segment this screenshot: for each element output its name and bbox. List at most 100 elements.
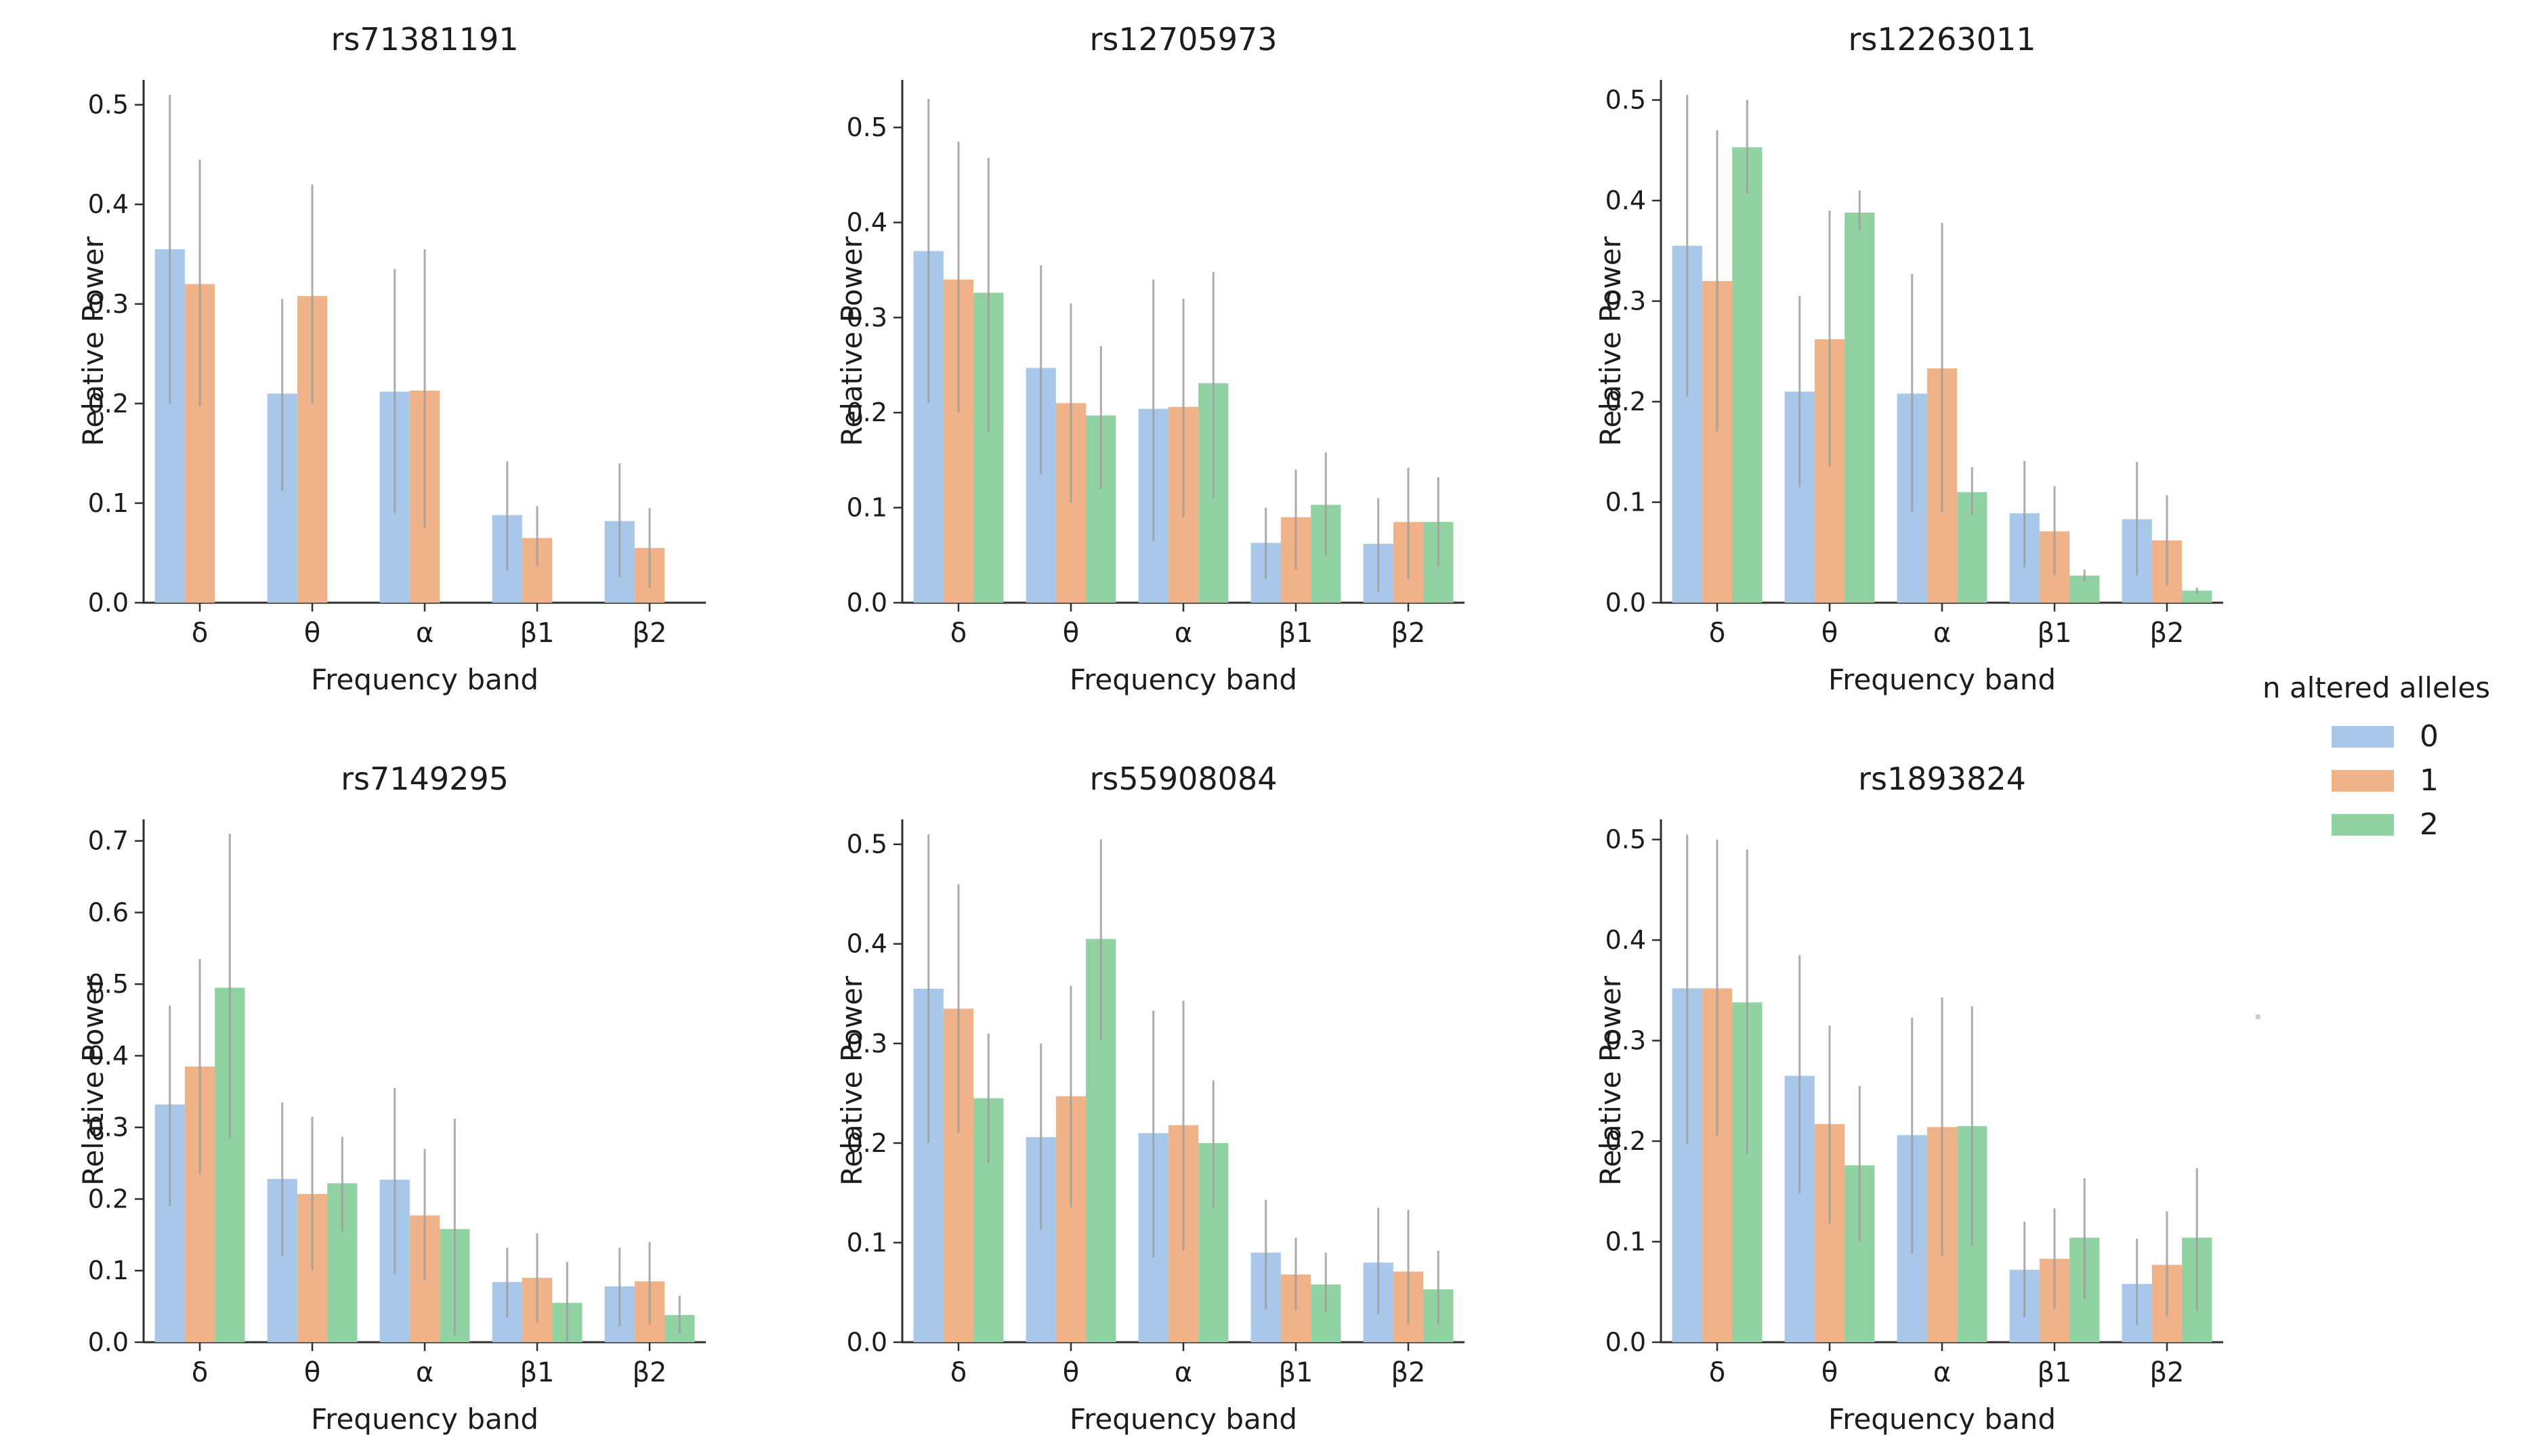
y-tick-label: 0.4 [1605,186,1646,215]
y-tick-label: 0.1 [847,493,887,523]
y-tick-label: 0.7 [88,826,129,856]
y-tick-label: 0.3 [88,1113,129,1142]
chart-subplot-3: rs12263011 Relative Power Frequency band 0.… [1594,21,2223,696]
x-tick-label: β1 [520,1357,555,1388]
x-tick-label: θ [1821,1357,1838,1388]
x-tick-label: β2 [2150,618,2185,649]
chart-subplot-1: rs71381191 Relative Power Frequency band 0.… [77,21,706,696]
y-tick-label: 0.1 [88,488,129,518]
x-axis-label: Frequency band [1070,1403,1297,1436]
y-axis-label: Relative Power [835,975,868,1185]
y-tick-label: 0.2 [1605,387,1646,416]
y-tick-label: 0.0 [88,588,129,618]
x-tick-label: β2 [1391,618,1426,649]
x-tick-label: δ [1709,1357,1725,1388]
x-tick-label: θ [304,1357,320,1388]
x-tick-label: α [1175,618,1192,649]
y-tick-label: 0.3 [1605,1026,1646,1056]
y-tick-label: 0.4 [88,190,129,219]
y-tick-label: 0.4 [1605,925,1646,955]
x-axis-label: Frequency band [1070,663,1297,696]
y-tick-label: 0.3 [88,289,129,319]
x-axis-label: Frequency band [1828,663,2056,696]
y-axis-label: Relative Power [77,975,110,1185]
y-tick-label: 0.0 [1605,588,1646,618]
x-axis-label: Frequency band [311,1403,539,1436]
legend-label-0: 0 [2420,719,2439,754]
legend: n altered alleles 0 1 2 [2262,671,2528,842]
bar-allele2-θ [1845,212,1875,603]
chart-subplot-5: rs55908084 Relative Power Frequency band 0.… [835,761,1465,1436]
x-axis-label: Frequency band [1828,1403,2056,1436]
y-tick-label: 0.5 [88,90,129,120]
subplot-4: rs7149295 Relative Power Frequency band 0.0… [35,745,794,1456]
y-tick-label: 0.0 [1605,1327,1646,1357]
chart-title: rs7149295 [341,761,509,797]
y-tick-label: 0.6 [88,897,129,927]
x-tick-label: β2 [1391,1357,1426,1388]
y-tick-label: 0.3 [847,1029,887,1058]
chart-subplot-4: rs7149295 Relative Power Frequency band 0.0… [77,761,706,1436]
chart-title: rs1893824 [1858,761,2026,797]
y-tick-label: 0.5 [88,969,129,999]
legend-swatch-0 [2332,726,2394,748]
legend-label-2: 2 [2420,807,2439,842]
y-tick-label: 0.2 [847,1128,887,1158]
legend-entry-1: 1 [2262,766,2528,796]
y-tick-label: 0.1 [1605,487,1646,517]
x-tick-label: θ [304,618,320,649]
legend-title: n altered alleles [2262,671,2491,704]
y-tick-label: 0.4 [847,929,887,959]
x-tick-label: θ [1063,618,1079,649]
subplot-1: rs71381191 Relative Power Frequency band 0.… [35,5,794,716]
y-tick-label: 0.0 [88,1327,129,1357]
bar-allele2-β2 [2182,591,2212,603]
y-tick-label: 0.3 [847,303,887,333]
subplot-3: rs12263011 Relative Power Frequency band 0.… [1553,5,2311,716]
x-tick-label: β1 [2038,618,2072,649]
y-tick-label: 0.0 [847,588,887,618]
subplot-2: rs12705973 Relative Power Frequency band 0.… [794,5,1553,716]
y-tick-label: 0.5 [847,830,887,859]
x-tick-label: α [416,1357,434,1388]
legend-swatch-1 [2332,770,2394,792]
subplot-6: rs1893824 Relative Power Frequency band 0.0… [1553,745,2311,1456]
bar-allele2-δ [1732,147,1763,603]
x-tick-label: α [1933,1357,1951,1388]
x-tick-label: β2 [633,1357,667,1388]
x-tick-label: δ [950,618,967,649]
y-tick-label: 0.4 [88,1041,129,1071]
x-tick-label: δ [1709,618,1725,649]
y-axis-label: Relative Power [1594,975,1627,1185]
legend-swatch-2 [2332,814,2394,836]
y-axis-label: Relative Power [77,236,110,446]
x-tick-label: α [1933,618,1951,649]
y-tick-label: 0.3 [1605,286,1646,316]
y-axis-label: Relative Power [835,236,868,446]
y-tick-label: 0.2 [1605,1126,1646,1156]
y-tick-label: 0.2 [88,389,129,419]
y-tick-label: 0.5 [1605,825,1646,855]
chart-title: rs55908084 [1089,761,1277,797]
x-tick-label: β2 [633,618,667,649]
y-axis-label: Relative Power [1594,236,1627,446]
x-tick-label: β1 [2038,1357,2072,1388]
y-tick-label: 0.0 [847,1327,887,1357]
y-tick-label: 0.1 [88,1256,129,1285]
x-tick-label: β1 [1279,618,1313,649]
x-tick-label: θ [1821,618,1838,649]
x-tick-label: β2 [2150,1357,2185,1388]
y-tick-label: 0.5 [847,112,887,142]
stray-dot-artifact [2256,1014,2260,1019]
x-tick-label: α [416,618,434,649]
y-tick-label: 0.1 [847,1228,887,1258]
x-tick-label: θ [1063,1357,1079,1388]
x-tick-label: β1 [520,618,555,649]
x-axis-label: Frequency band [311,663,539,696]
x-tick-label: δ [192,1357,208,1388]
y-tick-label: 0.2 [88,1184,129,1214]
chart-title: rs71381191 [331,21,518,58]
legend-entry-0: 0 [2262,719,2528,754]
